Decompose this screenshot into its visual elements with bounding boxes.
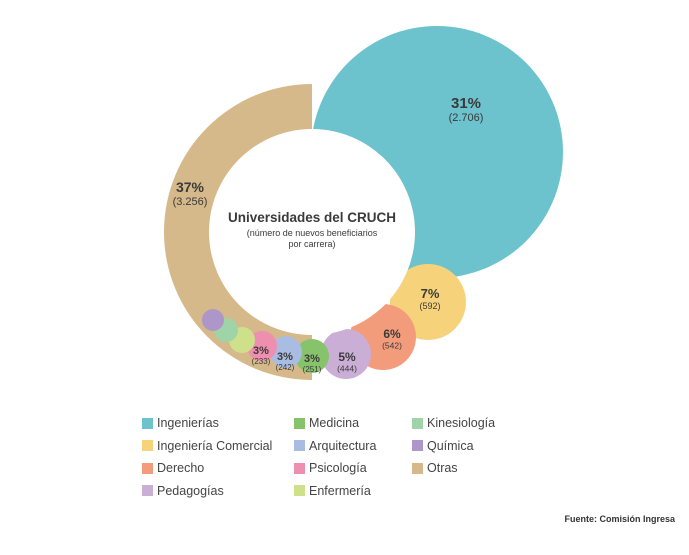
legend-label: Enfermería: [309, 483, 371, 498]
count-label-derecho: (542): [382, 341, 402, 351]
legend-item-ingenieria-comercial: Ingeniería Comercial: [142, 439, 272, 453]
legend-swatch: [412, 417, 423, 429]
count-label-pedagogias: (444): [337, 364, 357, 374]
chart-subtitle-line1: (número de nuevos beneficiarios: [247, 228, 378, 238]
count-label-otras: (3.256): [173, 196, 208, 208]
legend-item-ingenierias: Ingenierías: [142, 416, 219, 430]
source-note: Fuente: Comisión Ingresa: [564, 514, 675, 524]
legend-label: Pedagogías: [157, 483, 224, 498]
legend-swatch: [412, 440, 423, 451]
legend-swatch: [142, 440, 153, 451]
legend-swatch: [142, 485, 153, 496]
percent-label-otras: 37%: [176, 179, 205, 195]
donut-center: [209, 129, 415, 335]
slice-pedagogias: [321, 329, 371, 379]
legend-swatch: [142, 417, 153, 429]
legend-swatch: [294, 485, 305, 496]
legend-label: Derecho: [157, 461, 205, 475]
percent-label-psicologia: 3%: [253, 345, 269, 357]
legend-item-medicina: Medicina: [294, 416, 359, 430]
count-label-arquitectura: (242): [276, 363, 295, 372]
legend-label: Kinesiología: [427, 416, 496, 430]
chart-subtitle-line2: por carrera): [288, 239, 335, 249]
count-label-ingenieria-comercial: (592): [419, 301, 440, 311]
legend-swatch: [294, 417, 305, 429]
legend-label: Medicina: [309, 416, 360, 430]
legend-item-enfermeria: Enfermería: [294, 484, 371, 498]
percent-label-ingenieria-comercial: 7%: [421, 286, 440, 301]
percent-label-derecho: 6%: [383, 327, 401, 341]
legend-item-arquitectura: Arquitectura: [294, 439, 376, 453]
chart-legend: Ingenierías Medicina Kinesiología Ingenierí…: [142, 416, 542, 508]
legend-swatch: [294, 440, 305, 451]
legend-label: Otras: [427, 461, 458, 475]
chart-title: Universidades del CRUCH: [228, 210, 396, 225]
legend-item-derecho: Derecho: [142, 461, 204, 475]
percent-label-medicina: 3%: [304, 353, 320, 365]
legend-swatch: [412, 462, 423, 474]
slice-medicina: [295, 339, 329, 373]
legend-item-quimica: Química: [412, 439, 474, 453]
legend-item-psicologia: Psicología: [294, 461, 367, 475]
slice-arquitectura: [270, 336, 302, 368]
percent-label-arquitectura: 3%: [277, 351, 293, 363]
legend-label: Ingenierías: [157, 416, 219, 430]
slice-quimica: [202, 309, 224, 331]
legend-label: Psicología: [309, 461, 367, 475]
percent-label-ingenierias: 31%: [451, 95, 481, 112]
percent-label-pedagogias: 5%: [338, 350, 356, 364]
legend-item-kinesiologia: Kinesiología: [412, 416, 495, 430]
count-label-psicologia: (233): [252, 357, 271, 366]
legend-swatch: [294, 462, 305, 474]
legend-swatch: [142, 462, 153, 474]
legend-label: Ingeniería Comercial: [157, 438, 273, 453]
labels-layer: 31%(2.706)7%(592)6%(542)5%(444)3%(251)3%…: [173, 95, 484, 374]
legend-label: Arquitectura: [309, 438, 377, 453]
legend-item-otras: Otras: [412, 461, 458, 475]
legend-item-pedagogias: Pedagogías: [142, 484, 224, 498]
count-label-medicina: (251): [303, 365, 322, 374]
count-label-ingenierias: (2.706): [449, 112, 484, 124]
legend-label: Química: [427, 438, 474, 453]
